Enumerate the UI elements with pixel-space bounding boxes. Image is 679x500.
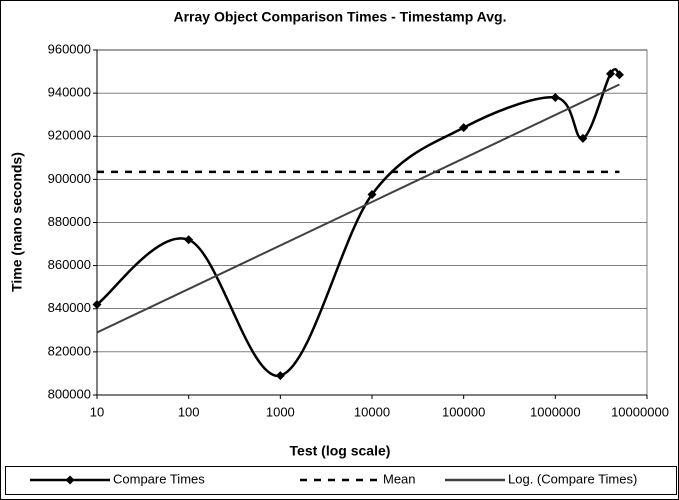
y-axis-title: Time (nano seconds) <box>9 152 25 292</box>
marker <box>578 133 588 143</box>
x-tick-label: 10000 <box>354 404 390 419</box>
x-axis-title: Test (log scale) <box>290 443 391 459</box>
y-tick-label: 820000 <box>48 343 91 358</box>
y-tick-label: 960000 <box>48 41 91 56</box>
marker <box>184 235 194 245</box>
legend-box <box>5 466 677 495</box>
x-tick-label: 1000 <box>266 404 295 419</box>
marker <box>550 92 560 102</box>
x-tick-label: 10000000 <box>611 404 669 419</box>
legend-marker <box>65 475 75 485</box>
series-line <box>96 83 620 334</box>
legend-label: Compare Times <box>113 471 205 486</box>
x-tick-label: 100 <box>178 404 200 419</box>
marker <box>275 371 285 381</box>
y-tick-label: 920000 <box>48 128 91 143</box>
y-tick-label: 860000 <box>48 257 91 272</box>
legend-label: Log. (Compare Times) <box>508 471 637 486</box>
legend-label: Mean <box>383 471 416 486</box>
y-tick-label: 880000 <box>48 214 91 229</box>
y-tick-label: 800000 <box>48 386 91 401</box>
x-tick-label: 100000 <box>442 404 485 419</box>
x-tick-label: 10 <box>90 404 104 419</box>
marker <box>614 70 624 80</box>
chart-title: Array Object Comparison Times - Timestam… <box>174 9 507 25</box>
x-tick-label: 1000000 <box>530 404 581 419</box>
marker <box>459 123 469 133</box>
y-tick-label: 900000 <box>48 171 91 186</box>
marker <box>606 69 616 79</box>
series-line <box>96 68 621 377</box>
marker <box>92 299 102 309</box>
y-tick-label: 940000 <box>48 85 91 100</box>
y-tick-label: 840000 <box>48 300 91 315</box>
marker <box>367 189 377 199</box>
